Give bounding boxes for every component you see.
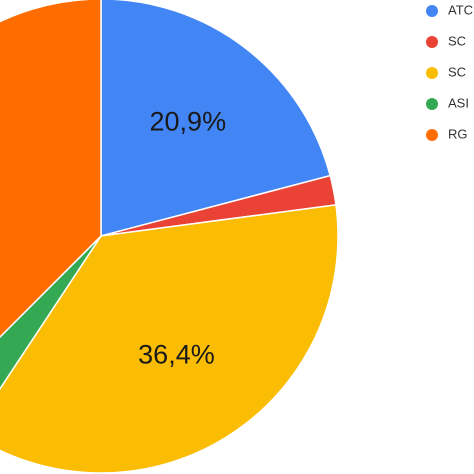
legend-label-0: ATC — [448, 2, 473, 17]
pie-slice-0 — [100, 0, 332, 237]
legend-label-4: RG — [448, 126, 468, 141]
legend-swatch-1 — [426, 36, 438, 48]
slice-value-label-2: 36,4% — [138, 340, 215, 370]
legend: ATC SC SC ASI RG — [426, 2, 473, 141]
slice-value-label-0: 20,9% — [150, 106, 227, 136]
legend-swatch-3 — [426, 98, 438, 110]
legend-swatch-2 — [426, 67, 438, 79]
legend-label-1: SC — [448, 33, 466, 48]
pie-slice-2 — [0, 203, 339, 474]
legend-swatch-0 — [426, 5, 438, 17]
slice-labels: 20,9% 36,4% — [138, 106, 226, 369]
legend-label-2: SC — [448, 64, 466, 79]
pie-slice-4 — [0, 0, 102, 339]
pie-slices — [0, 0, 339, 474]
legend-label-3: ASI — [448, 95, 469, 110]
legend-swatch-4 — [426, 129, 438, 141]
